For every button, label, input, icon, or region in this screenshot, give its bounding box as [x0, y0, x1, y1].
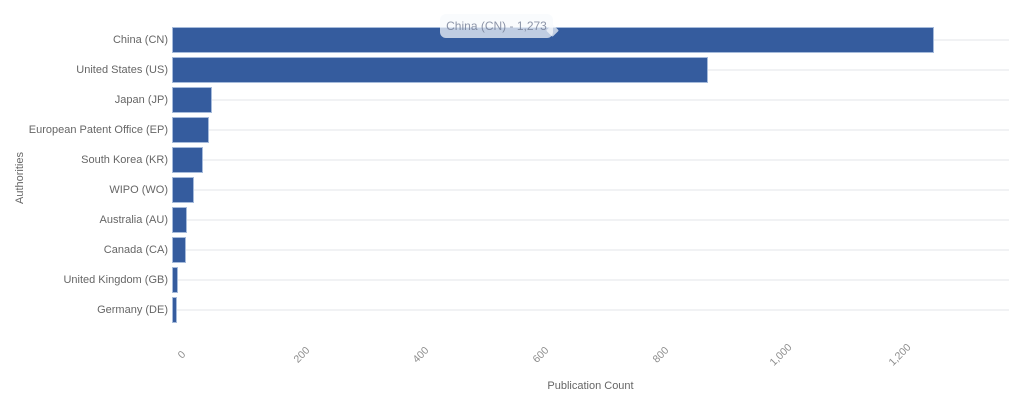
bar-7[interactable] — [172, 207, 187, 233]
bar-10[interactable] — [172, 297, 177, 323]
gridline — [172, 249, 1009, 251]
bar-8[interactable] — [172, 237, 186, 263]
bar-3[interactable] — [172, 87, 212, 113]
x-tick-label: 1,000 — [767, 341, 795, 369]
bar-4[interactable] — [172, 117, 209, 143]
bar-5[interactable] — [172, 147, 203, 173]
y-tick-label: United Kingdom (GB) — [63, 274, 168, 286]
gridline — [172, 309, 1009, 311]
y-tick-label: South Korea (KR) — [81, 154, 168, 166]
tooltip: China (CN) - 1,273 — [440, 14, 559, 38]
x-tick-label: 0 — [175, 348, 189, 362]
y-tick-label: Germany (DE) — [97, 304, 168, 316]
x-tick-label: 200 — [291, 344, 313, 366]
y-tick-label: European Patent Office (EP) — [28, 124, 168, 136]
bar-2[interactable] — [172, 57, 708, 83]
gridline — [172, 99, 1009, 101]
bar-6[interactable] — [172, 177, 194, 203]
x-tick-label: 400 — [411, 344, 432, 366]
x-tick-label: 600 — [530, 344, 552, 366]
y-tick-label: Japan (JP) — [114, 94, 168, 106]
y-tick-label: WIPO (WO) — [109, 184, 168, 196]
gridline — [172, 279, 1009, 281]
y-tick-label: China (CN) — [112, 34, 168, 46]
gridline — [172, 189, 1009, 191]
bar-9[interactable] — [172, 267, 178, 293]
x-tick-label: 1,200 — [886, 341, 914, 369]
gridline — [172, 219, 1009, 221]
tooltip-text: China (CN) - 1,273 — [446, 19, 547, 33]
y-tick-label: Australia (AU) — [99, 214, 168, 226]
gridline — [172, 129, 1009, 131]
y-tick-label: United States (US) — [76, 64, 168, 76]
x-axis-title: Publication Count — [547, 380, 634, 392]
y-tick-label: Canada (CA) — [103, 244, 168, 256]
gridline — [172, 159, 1009, 161]
x-tick-label: 800 — [650, 344, 672, 366]
